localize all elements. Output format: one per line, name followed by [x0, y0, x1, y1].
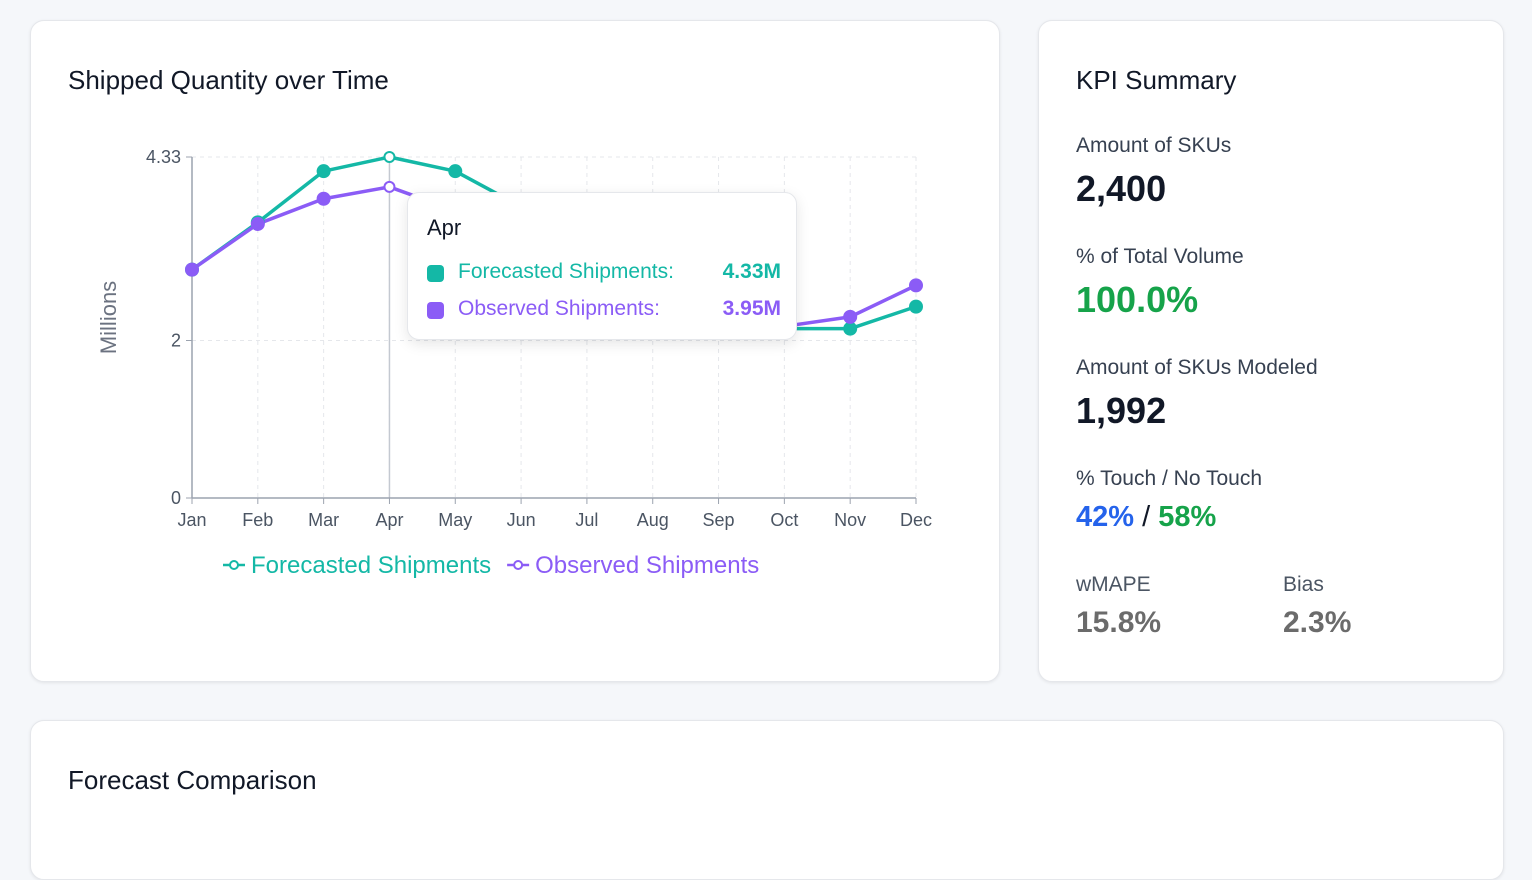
y-axis-label: Millions	[96, 281, 121, 354]
series-point[interactable]	[843, 321, 858, 336]
series-point[interactable]	[316, 164, 331, 179]
x-tick-label: Oct	[770, 510, 798, 530]
tooltip-title: Apr	[427, 215, 462, 240]
skus-label: Amount of SKUs	[1076, 134, 1232, 157]
chart-axes: Jan Feb Mar Apr May Jun Jul Aug Sep Oct Nov Dec 0 2 4.…	[96, 147, 932, 530]
chart-card-title: Shipped Quantity over Time	[68, 65, 389, 95]
touch-split: 42% / 58%	[1076, 501, 1216, 534]
touch-label: % Touch / No Touch	[1076, 467, 1263, 490]
x-tick-label: Mar	[308, 510, 339, 530]
chart-tooltip: Apr Forecasted Shipments: 4.33M Observed…	[407, 192, 797, 340]
series-point[interactable]	[383, 151, 396, 163]
series-point[interactable]	[316, 191, 331, 206]
x-tick-label: Nov	[834, 510, 866, 530]
bias-label: Bias	[1283, 573, 1324, 596]
x-tick-label: May	[438, 510, 472, 530]
kpi-summary-card: KPI Summary Amount of SKUs 2,400 % of To…	[1038, 20, 1504, 682]
legend-item[interactable]: Forecasted Shipments	[223, 552, 491, 579]
series-point[interactable]	[383, 180, 396, 193]
series-point[interactable]	[448, 164, 463, 179]
skus-value: 2,400	[1076, 168, 1167, 209]
observed-swatch-icon	[427, 302, 444, 319]
tooltip-row-forecast: Forecasted Shipments: 4.33M	[427, 260, 781, 286]
bias-value: 2.3%	[1283, 606, 1352, 639]
kpi-card-title: KPI Summary	[1076, 65, 1237, 95]
touch-value: 42%	[1076, 501, 1135, 533]
comparison-card-title: Forecast Comparison	[68, 765, 317, 795]
tooltip-row-observed: Observed Shipments: 3.95M	[427, 297, 781, 323]
x-tick-label: Apr	[375, 510, 403, 530]
forecast-comparison-card: Forecast Comparison	[30, 720, 1504, 880]
shipped-quantity-card: Shipped Quantity over Time Jan Feb Mar Apr M…	[30, 20, 1000, 682]
y-tick-label: 0	[171, 488, 181, 508]
modeled-label: Amount of SKUs Modeled	[1076, 356, 1318, 379]
x-tick-label: Feb	[242, 510, 273, 530]
x-tick-label: Dec	[900, 510, 932, 530]
volume-value: 100.0%	[1076, 279, 1199, 320]
legend-label: Forecasted Shipments	[251, 552, 491, 579]
chart-legend[interactable]: Forecasted Shipments Observed Shipments	[223, 552, 759, 579]
no-touch-value: 58%	[1158, 501, 1217, 533]
tooltip-observed-label: Observed Shipments:	[458, 297, 660, 320]
y-tick-label: 4.33	[146, 147, 181, 167]
tooltip-forecast-value: 4.33M	[722, 260, 781, 283]
tooltip-observed-value: 3.95M	[722, 297, 781, 320]
series-point[interactable]	[250, 216, 265, 231]
forecast-swatch-icon	[427, 265, 444, 282]
modeled-value: 1,992	[1076, 390, 1167, 431]
series-point[interactable]	[909, 278, 923, 293]
legend-label: Observed Shipments	[535, 552, 759, 579]
volume-label: % of Total Volume	[1076, 245, 1244, 268]
x-tick-label: Sep	[703, 510, 735, 530]
legend-marker-icon	[513, 560, 524, 570]
series-point[interactable]	[909, 299, 923, 314]
legend-marker-icon	[229, 560, 239, 570]
x-tick-label: Jan	[177, 510, 206, 530]
y-tick-label: 2	[171, 330, 181, 350]
wmape-value: 15.8%	[1076, 606, 1162, 639]
x-tick-label: Jul	[575, 510, 598, 530]
series-point[interactable]	[185, 262, 199, 277]
tooltip-forecast-label: Forecasted Shipments:	[458, 260, 674, 283]
legend-item[interactable]: Observed Shipments	[507, 552, 759, 579]
wmape-label: wMAPE	[1076, 573, 1151, 596]
touch-separator: /	[1142, 501, 1151, 533]
x-tick-label: Aug	[637, 510, 669, 530]
x-tick-label: Jun	[507, 510, 536, 530]
series-point[interactable]	[843, 309, 858, 324]
